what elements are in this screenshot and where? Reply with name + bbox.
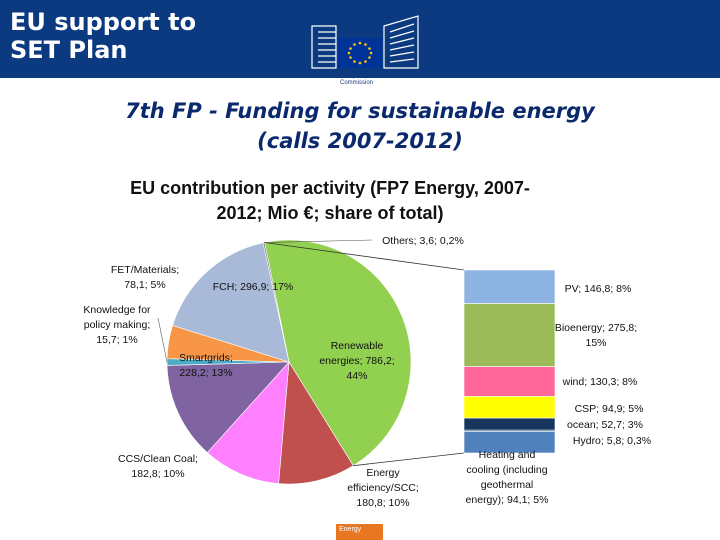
breakdown-label-pv: PV; 146,8; 8% (565, 283, 632, 295)
slice-label-smartgrids: Smartgrids; 228,2; 13% (179, 352, 233, 379)
slice-label-energy-efficiency-scc: Energy efficiency/SCC; 180,8; 10% (347, 467, 419, 509)
logo-wordmark: European Commission (340, 73, 374, 86)
breakdown-bar-pv (463, 269, 556, 304)
chart-title: EU contribution per activity (FP7 Energy… (130, 178, 530, 223)
pie-slice-fch (172, 242, 290, 363)
european-commission-logo (311, 15, 419, 69)
slice-label-others: Others; 3,6; 0,2% (382, 235, 464, 247)
breakdown-bar-wind (463, 366, 556, 397)
breakdown-bar-heating-and-cooling-including-geothermal-energy (463, 431, 556, 454)
breakdown-label-wind: wind; 130,3; 8% (562, 376, 638, 388)
slice-label-knowledge-for-policy-making: Knowledge for policy making; 15,7; 1% (83, 304, 151, 346)
pie-slice-ccs-clean-coal (206, 361, 290, 484)
slide-subtitle: 7th FP - Funding for sustainable energy … (125, 99, 595, 153)
breakdown-label-csp: CSP; 94,9; 5% (575, 403, 644, 415)
slice-label-fch: FCH; 296,9; 17% (213, 281, 294, 293)
slice-label-renewable-energies: Renewable energies; 786,2; 44% (319, 340, 394, 382)
leader-line-others (263, 239, 373, 243)
footer-badge (336, 524, 383, 540)
breakdown-bar-bioenergy (463, 303, 556, 367)
connector-line-bottom (353, 452, 465, 467)
connector-line-top (264, 242, 465, 271)
slice-label-fet-materials: FET/Materials; 78,1; 5% (111, 264, 179, 291)
slide-header-title: EU support to SET Plan (10, 8, 197, 64)
breakdown-bar-csp (463, 396, 556, 419)
footer-label: Energy (339, 526, 362, 533)
pie-slice-smartgrids (166, 361, 290, 454)
pie-slice-energy-efficiency-scc (278, 361, 354, 485)
slice-label-ccs-clean-coal: CCS/Clean Coal; 182,8; 10% (118, 453, 198, 480)
leader-line-knowledge (157, 317, 168, 363)
breakdown-label-bioenergy: Bioenergy; 275,8; 15% (555, 322, 637, 349)
breakdown-label-heating-and-cooling-including-geothermal-energy: Heating and cooling (including geothermal e… (466, 449, 549, 506)
breakdown-label-hydro: Hydro; 5,8; 0,3% (573, 435, 651, 447)
breakdown-label-ocean: ocean; 52,7; 3% (567, 419, 643, 431)
breakdown-bar-ocean (463, 417, 556, 431)
